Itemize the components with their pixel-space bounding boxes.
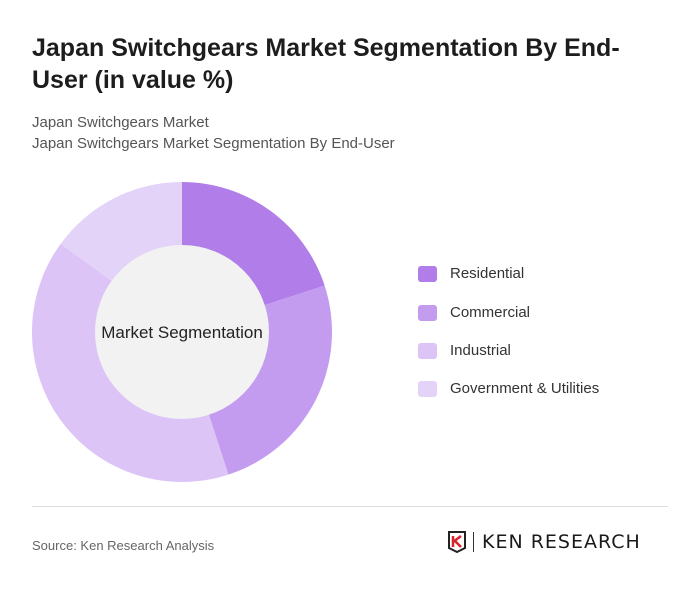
divider (32, 506, 668, 507)
subtitle-segmentation: Japan Switchgears Market Segmentation By… (32, 135, 395, 152)
legend-item: Residential (418, 265, 524, 282)
legend-item: Commercial (418, 304, 530, 321)
logo-emblem-icon (448, 531, 466, 554)
legend-label: Commercial (450, 304, 531, 321)
source-note: Source: Ken Research Analysis (32, 538, 215, 553)
legend-swatch (418, 265, 437, 282)
legend-item: Government & Utilities (418, 380, 599, 397)
ken-research-logo: KEN RESEARCH (447, 530, 641, 554)
legend-swatch (418, 342, 437, 359)
logo-text: KEN RESEARCH (482, 531, 641, 553)
legend-label: Residential (450, 265, 525, 282)
subtitle-market: Japan Switchgears Market (32, 114, 209, 131)
legend-label: Government & Utilities (450, 380, 600, 397)
legend-swatch (418, 304, 437, 321)
donut-hole (95, 245, 269, 419)
center-label: Market Segmentation (101, 323, 263, 342)
legend-swatch (418, 380, 437, 397)
legend-label: Industrial (450, 342, 511, 359)
legend-item: Industrial (418, 342, 511, 359)
donut-chart: Market Segmentation (31, 182, 332, 483)
chart-title: Japan Switchgears Market Segmentation By… (32, 34, 620, 94)
